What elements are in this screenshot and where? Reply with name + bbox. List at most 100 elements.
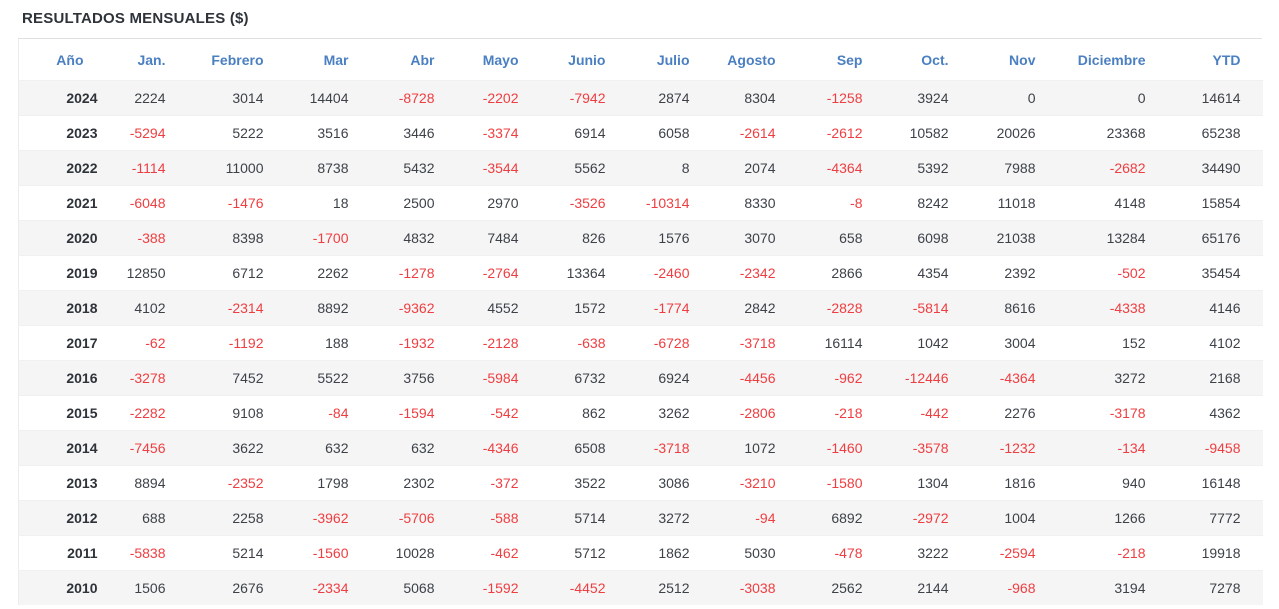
value-cell: 8892: [285, 290, 371, 326]
value-cell: -7942: [540, 80, 628, 116]
table-row: 2017 -62 -1192 188 -1932 -2128 -638 -6728 -3718 1…: [18, 325, 1263, 361]
value-cell: -2682: [1057, 150, 1168, 186]
value-cell: 5030: [711, 535, 798, 571]
value-cell: -3962: [285, 500, 371, 536]
value-cell: -2202: [456, 80, 541, 116]
value-cell: 7988: [970, 150, 1058, 186]
value-cell: 35454: [1167, 255, 1263, 291]
table-row: 2010 1506 2676 -2334 5068 -1592 -4452 2512 -3038…: [18, 570, 1263, 605]
column-header-nov: Nov: [1009, 52, 1036, 68]
column-header-sep: Sep: [836, 52, 863, 68]
value-cell: -7456: [119, 430, 188, 466]
value-cell: -1258: [797, 80, 885, 116]
value-cell: 4102: [119, 290, 188, 326]
table-row: 2018 4102 -2314 8892 -9362 4552 1572 -1774 2842-…: [18, 290, 1263, 326]
value-cell: -1476: [187, 185, 286, 221]
year-cell: 2010: [18, 570, 120, 605]
value-cell: 3086: [627, 465, 712, 501]
value-cell: -4338: [1057, 290, 1168, 326]
value-cell: 65176: [1167, 220, 1263, 256]
value-cell: -4364: [797, 150, 885, 186]
value-cell: 6732: [540, 360, 628, 396]
value-cell: 2262: [285, 255, 371, 291]
value-cell: 7772: [1167, 500, 1263, 536]
value-cell: 3272: [627, 500, 712, 536]
table-row: 2016 -3278 7452 5522 3756 -5984 6732 6924 -4456-…: [18, 360, 1263, 396]
value-cell: -10314: [627, 185, 712, 221]
value-cell: 1004: [970, 500, 1058, 536]
table-row: 2013 8894 -2352 1798 2302 -372 3522 3086 -3210 -1…: [18, 465, 1263, 501]
value-cell: -2128: [456, 325, 541, 361]
value-cell: 34490: [1167, 150, 1263, 186]
value-cell: 5432: [370, 150, 457, 186]
value-cell: 0: [970, 80, 1058, 116]
value-cell: -3578: [884, 430, 971, 466]
value-cell: 3522: [540, 465, 628, 501]
value-cell: 10582: [884, 115, 971, 151]
value-cell: 3446: [370, 115, 457, 151]
value-cell: -442: [884, 395, 971, 431]
value-cell: 5392: [884, 150, 971, 186]
value-cell: 826: [540, 220, 628, 256]
value-cell: -1580: [797, 465, 885, 501]
year-cell: 2017: [18, 325, 120, 361]
value-cell: 6712: [187, 255, 286, 291]
value-cell: -6048: [119, 185, 188, 221]
value-cell: 2512: [627, 570, 712, 605]
value-cell: -1560: [285, 535, 371, 571]
value-cell: -134: [1057, 430, 1168, 466]
column-header-agosto: Agosto: [727, 52, 776, 68]
column-header-junio: Junio: [568, 52, 606, 68]
value-cell: -1774: [627, 290, 712, 326]
value-cell: -9362: [370, 290, 457, 326]
year-cell: 2015: [18, 395, 120, 431]
value-cell: 19918: [1167, 535, 1263, 571]
column-header-oct: Oct.: [921, 52, 949, 68]
value-cell: 8894: [119, 465, 188, 501]
value-cell: 4354: [884, 255, 971, 291]
column-header-febrero: Febrero: [211, 52, 264, 68]
value-cell: 2842: [711, 290, 798, 326]
value-cell: 1506: [119, 570, 188, 605]
value-cell: 4552: [456, 290, 541, 326]
value-cell: 1304: [884, 465, 971, 501]
column-header-ytd: YTD: [1212, 52, 1241, 68]
value-cell: 3924: [884, 80, 971, 116]
value-cell: 8304: [711, 80, 798, 116]
value-cell: 16114: [797, 325, 885, 361]
value-cell: 8: [627, 150, 712, 186]
value-cell: -5294: [119, 115, 188, 151]
value-cell: 20026: [970, 115, 1058, 151]
value-cell: 3014: [187, 80, 286, 116]
value-cell: -2334: [285, 570, 371, 605]
value-cell: -2352: [187, 465, 286, 501]
value-cell: -962: [797, 360, 885, 396]
value-cell: -1700: [285, 220, 371, 256]
value-cell: 188: [285, 325, 371, 361]
value-cell: 1798: [285, 465, 371, 501]
value-cell: 11000: [187, 150, 286, 186]
value-cell: 688: [119, 500, 188, 536]
value-cell: -3526: [540, 185, 628, 221]
value-cell: 8330: [711, 185, 798, 221]
column-header-mayo: Mayo: [482, 52, 519, 68]
value-cell: -2828: [797, 290, 885, 326]
value-cell: 8616: [970, 290, 1058, 326]
value-cell: -6728: [627, 325, 712, 361]
column-header-año: Año: [56, 52, 84, 68]
value-cell: 6892: [797, 500, 885, 536]
value-cell: -3210: [711, 465, 798, 501]
value-cell: 2144: [884, 570, 971, 605]
value-cell: 3516: [285, 115, 371, 151]
value-cell: -1114: [119, 150, 188, 186]
value-cell: -2594: [970, 535, 1058, 571]
value-cell: -94: [711, 500, 798, 536]
value-cell: 3222: [884, 535, 971, 571]
value-cell: 14614: [1167, 80, 1263, 116]
value-cell: 5522: [285, 360, 371, 396]
value-cell: 4146: [1167, 290, 1263, 326]
value-cell: 8738: [285, 150, 371, 186]
value-cell: 14404: [285, 80, 371, 116]
value-cell: 12850: [119, 255, 188, 291]
